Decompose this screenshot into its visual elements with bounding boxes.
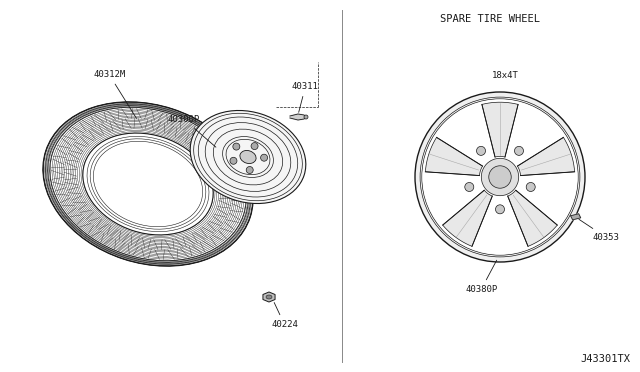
Text: 40311: 40311	[292, 82, 319, 112]
Ellipse shape	[43, 102, 253, 266]
Polygon shape	[518, 137, 575, 176]
Ellipse shape	[526, 183, 535, 192]
Ellipse shape	[240, 151, 256, 164]
Text: 18x4T: 18x4T	[492, 71, 518, 80]
Ellipse shape	[251, 142, 258, 150]
Ellipse shape	[233, 143, 240, 150]
Ellipse shape	[420, 97, 580, 257]
Polygon shape	[263, 292, 275, 302]
Polygon shape	[571, 214, 580, 220]
Ellipse shape	[226, 140, 270, 175]
Text: J43301TX: J43301TX	[580, 354, 630, 364]
Ellipse shape	[83, 133, 213, 235]
Text: 40380P: 40380P	[465, 260, 497, 294]
Ellipse shape	[230, 157, 237, 164]
Ellipse shape	[266, 295, 272, 299]
Ellipse shape	[465, 183, 474, 192]
Polygon shape	[426, 137, 483, 176]
Polygon shape	[290, 114, 306, 120]
Ellipse shape	[477, 146, 486, 155]
Text: 40353: 40353	[579, 219, 620, 242]
Ellipse shape	[422, 100, 577, 254]
Text: 40224: 40224	[271, 302, 298, 329]
Polygon shape	[482, 102, 518, 157]
Text: 40312M: 40312M	[93, 70, 136, 118]
Ellipse shape	[260, 154, 268, 161]
Polygon shape	[508, 190, 557, 246]
Ellipse shape	[415, 92, 585, 262]
Ellipse shape	[304, 115, 308, 119]
Polygon shape	[443, 190, 492, 246]
Ellipse shape	[495, 205, 504, 214]
Ellipse shape	[246, 167, 253, 173]
Text: 40300P: 40300P	[168, 115, 216, 147]
Ellipse shape	[489, 166, 511, 188]
Text: SPARE TIRE WHEEL: SPARE TIRE WHEEL	[440, 14, 540, 24]
Ellipse shape	[515, 146, 524, 155]
Ellipse shape	[481, 158, 518, 196]
Ellipse shape	[422, 99, 578, 255]
Ellipse shape	[190, 110, 306, 203]
